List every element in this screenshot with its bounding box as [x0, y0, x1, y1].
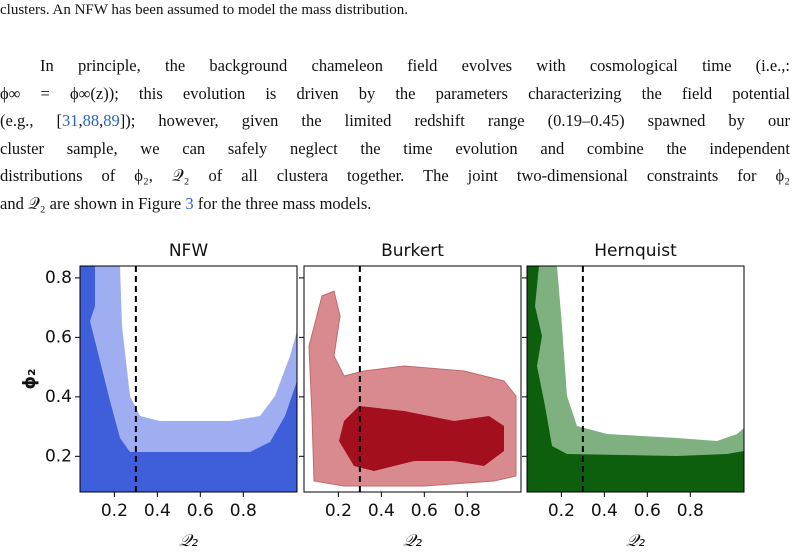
x-tick-label: 0.2 [325, 501, 352, 521]
text-line: and 𝒬₂ are shown in Figure 3 for the thr… [0, 194, 790, 214]
text-line: distributions of ϕ₂, 𝒬₂ of all clustera … [0, 166, 790, 186]
panel-nfw [79, 265, 298, 493]
y-tick-label: 0.2 [45, 446, 72, 466]
citation-link[interactable]: 31 [62, 111, 79, 130]
text: and 𝒬₂ are shown in Figure [0, 194, 186, 213]
x-tick-label: 0.4 [144, 501, 171, 521]
text-line: In principle, the background chameleon f… [40, 56, 790, 76]
y-tick-label: 0.6 [45, 327, 72, 347]
citation-link[interactable]: 88 [82, 111, 100, 130]
text: ϕ∞ = ϕ∞(z)); this evolution is driven by… [0, 84, 790, 103]
panel-title: Burkert [381, 241, 444, 261]
x-tick-label: 0.8 [677, 501, 704, 521]
frame [303, 265, 522, 493]
panel-title: Hernquist [594, 241, 677, 261]
y-tick-label: 0.8 [45, 268, 72, 288]
x-tick-label: 0.4 [368, 501, 395, 521]
text: (e.g., [ [0, 111, 62, 130]
text-line: (e.g., [31,88,89]); however, given the l… [0, 111, 790, 131]
x-tick-label: 0.4 [591, 501, 618, 521]
panel-burkert [303, 265, 522, 493]
text: , [99, 111, 104, 130]
text: cluster sample, we can safely neglect th… [0, 139, 790, 158]
text-line: cluster sample, we can safely neglect th… [0, 139, 790, 159]
x-tick-label: 0.6 [634, 501, 661, 521]
x-tick-label: 0.6 [187, 501, 214, 521]
x-tick-label: 0.2 [548, 501, 575, 521]
text-line: clusters. An NFW has been assumed to mod… [0, 2, 409, 18]
x-tick-label: 0.6 [411, 501, 438, 521]
x-tick-label: 0.2 [101, 501, 128, 521]
text-line: ϕ∞ = ϕ∞(z)); this evolution is driven by… [0, 84, 790, 104]
x-axis-label: 𝒬₂ [626, 531, 645, 551]
text: for the three mass models. [193, 194, 372, 213]
x-axis-label: 𝒬₂ [179, 531, 198, 551]
text: ]); however, given the limited redshift … [119, 111, 790, 130]
y-axis-label: ϕ₂ [20, 369, 40, 390]
contour-inner [527, 266, 744, 492]
frame [79, 265, 298, 493]
panel-title: NFW [169, 241, 208, 261]
x-tick-label: 0.8 [454, 501, 481, 521]
text: distributions of ϕ₂, 𝒬₂ of all clustera … [0, 166, 790, 185]
panel-hernquist [526, 265, 745, 493]
text: In principle, the background chameleon f… [40, 56, 790, 75]
x-axis-label: 𝒬₂ [403, 531, 422, 551]
citation-link[interactable]: 89 [103, 111, 120, 130]
contour-outer [80, 266, 297, 492]
x-tick-label: 0.8 [230, 501, 257, 521]
y-tick-label: 0.4 [45, 387, 72, 407]
contour-inner [80, 266, 297, 492]
citation-link[interactable]: 3 [185, 194, 194, 213]
contour-outer [527, 266, 744, 492]
contour-inner [339, 406, 504, 471]
text: , [78, 111, 83, 130]
frame [526, 265, 745, 493]
